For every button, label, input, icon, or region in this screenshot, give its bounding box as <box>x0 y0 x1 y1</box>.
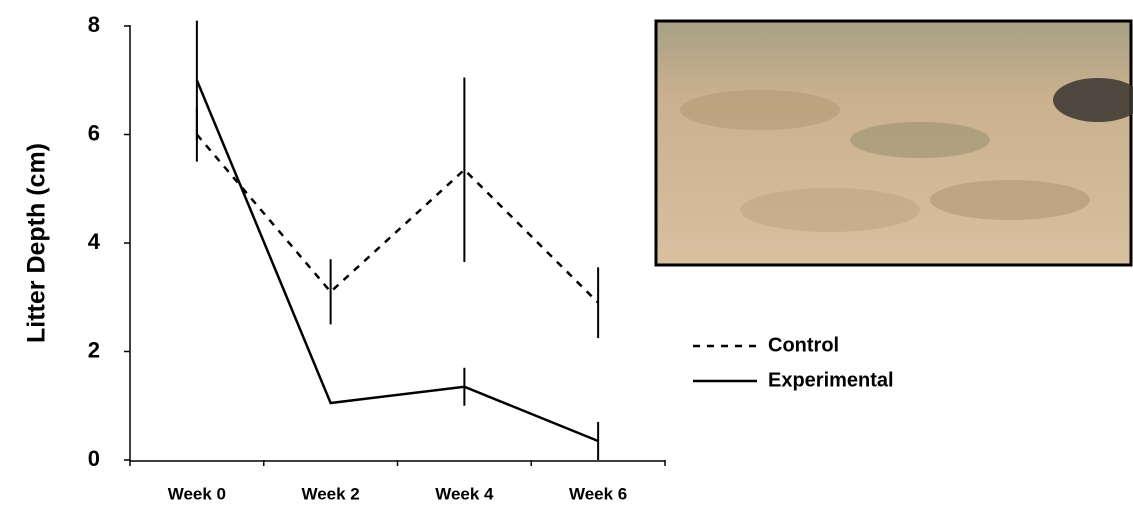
x-tick-label: Week 0 <box>168 484 226 503</box>
series-line <box>197 80 598 441</box>
y-tick-label: 4 <box>88 229 101 254</box>
photo <box>656 21 1133 265</box>
legend-label: Experimental <box>768 369 894 391</box>
x-tick-label: Week 6 <box>569 484 627 503</box>
y-axis-label: Litter Depth (cm) <box>23 143 51 343</box>
y-tick-label: 0 <box>88 446 100 471</box>
chart: Litter Depth (cm) 0 2 4 6 8 Week 0 Week 2 Week … <box>0 0 1133 506</box>
y-tick-label: 6 <box>88 120 100 145</box>
y-tick-label: 8 <box>88 12 100 37</box>
x-tick-label: Week 2 <box>301 484 359 503</box>
y-tick-label: 2 <box>88 337 100 362</box>
x-tick-label: Week 4 <box>435 484 494 503</box>
series-line <box>197 135 598 303</box>
legend-label: Control <box>768 334 839 356</box>
page: {"chart_data": {"type": "line", "y_label… <box>0 0 1133 506</box>
